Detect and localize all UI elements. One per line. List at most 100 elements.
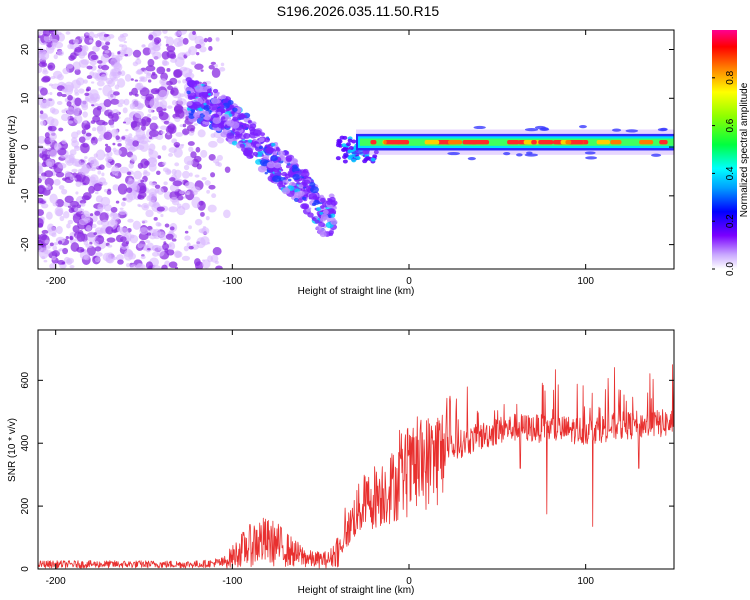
noise-blob (66, 101, 72, 107)
noise-blob (100, 53, 110, 63)
branch-blob (258, 145, 263, 150)
noise-blob (186, 242, 191, 248)
noise-blob (74, 145, 80, 149)
noise-blob (168, 242, 176, 251)
noise-blob (120, 236, 127, 243)
noise-blob (184, 230, 189, 234)
noise-blob (43, 42, 48, 46)
noise-blob (132, 220, 141, 230)
noise-blob (115, 200, 120, 204)
transition-blob (347, 155, 353, 160)
branch-blob (239, 143, 245, 148)
noise-blob (39, 110, 44, 115)
noise-blob (194, 261, 204, 269)
noise-blob (57, 162, 67, 169)
noise-blob (135, 69, 144, 75)
noise-blob (188, 49, 192, 53)
noise-blob (151, 116, 158, 121)
band-hot-spot (462, 139, 477, 145)
noise-blob (96, 32, 104, 37)
noise-blob (135, 82, 142, 91)
noise-blob (208, 153, 216, 161)
noise-blob (89, 213, 94, 217)
noise-blob (148, 199, 157, 208)
branch-blob (327, 214, 332, 218)
noise-blob (39, 120, 46, 126)
branch-blob (234, 131, 240, 136)
branch-blob (255, 143, 260, 147)
band-hot-spot (596, 139, 611, 145)
branch-blob (299, 169, 305, 174)
noise-blob (189, 172, 193, 177)
noise-blob (65, 236, 70, 240)
noise-blob (166, 169, 172, 174)
noise-blob (80, 59, 90, 65)
noise-blob (132, 49, 142, 58)
noise-blob (104, 143, 109, 147)
noise-blob (95, 149, 106, 161)
noise-blob (128, 162, 134, 169)
branch-blob (242, 125, 248, 130)
noise-blob (147, 148, 152, 151)
noise-blob (93, 232, 98, 236)
noise-blob (179, 190, 185, 195)
noise-blob (56, 91, 63, 97)
noise-blob (97, 137, 103, 142)
noise-blob (52, 245, 58, 251)
noise-blob (147, 248, 151, 251)
branch-blob (271, 175, 281, 183)
transition-blob (363, 157, 369, 162)
spectrogram-y-tick-label: 10 (20, 92, 31, 104)
branch-blob (266, 161, 276, 169)
noise-blob (81, 129, 86, 135)
branch-blob (210, 97, 219, 105)
noise-blob (171, 168, 177, 175)
branch-blob (264, 171, 268, 175)
noise-blob (121, 241, 129, 247)
noise-blob (148, 129, 159, 138)
noise-blob (81, 172, 86, 176)
noise-blob (148, 136, 153, 140)
noise-blob (46, 211, 53, 220)
band-hot-spot (572, 139, 584, 145)
noise-blob (103, 131, 113, 141)
noise-blob (122, 121, 127, 124)
noise-blob (93, 183, 102, 192)
branch-blob (204, 97, 208, 100)
branch-blob (243, 133, 251, 139)
transition-blob (347, 149, 353, 154)
noise-blob (220, 62, 225, 67)
noise-blob (134, 110, 144, 119)
noise-blob (129, 103, 136, 110)
noise-blob (85, 132, 92, 137)
noise-blob (64, 195, 74, 203)
colorbar-label: Normalized spectral amplitude (739, 82, 750, 217)
transition-blob (345, 142, 351, 147)
snr-y-tick-label: 0 (20, 566, 31, 572)
noise-blob (81, 195, 91, 201)
noise-blob (103, 33, 109, 38)
noise-blob (45, 97, 55, 107)
noise-blob (174, 56, 185, 68)
noise-blob (69, 235, 73, 240)
snr-y-tick-label: 600 (20, 372, 31, 389)
noise-blob (149, 98, 160, 109)
noise-blob (147, 58, 155, 67)
noise-blob (47, 226, 57, 237)
noise-blob (58, 185, 65, 190)
noise-blob (106, 156, 113, 162)
noise-blob (83, 254, 90, 261)
noise-blob (105, 257, 113, 264)
noise-blob (38, 218, 44, 228)
noise-blob (86, 65, 93, 70)
noise-blob (139, 140, 149, 152)
snr-y-ticks: 0 200 400 600 (20, 372, 674, 572)
noise-blob (42, 56, 47, 61)
noise-blob (68, 207, 75, 213)
noise-blob (147, 107, 153, 114)
branch-blob (271, 142, 276, 147)
noise-blob (94, 210, 101, 216)
noise-blob (193, 123, 198, 126)
noise-blob (116, 254, 124, 262)
